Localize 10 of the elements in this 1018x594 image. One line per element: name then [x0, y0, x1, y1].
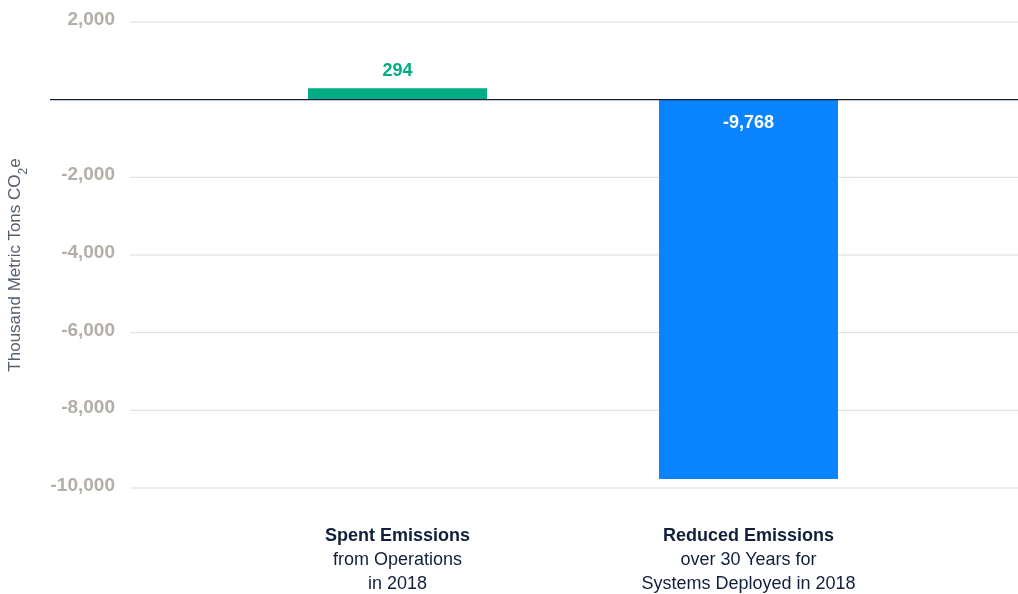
- x-tick-label: Spent Emissions from Operations in 2018: [324, 525, 471, 593]
- y-tick-label: -4,000: [61, 241, 115, 263]
- x-tick-label: Reduced Emissions over 30 Years for Systems Deployed in 2018: [641, 525, 856, 593]
- y-tick-label: -6,000: [61, 318, 115, 340]
- data-label: 294: [382, 60, 413, 81]
- data-label: -9,768: [722, 111, 775, 132]
- y-tick-label: 2,000: [67, 8, 115, 30]
- y-tick-label: -2,000: [61, 163, 115, 185]
- y-tick-label: -8,000: [61, 396, 115, 418]
- y-tick-label: -10,000: [50, 474, 115, 496]
